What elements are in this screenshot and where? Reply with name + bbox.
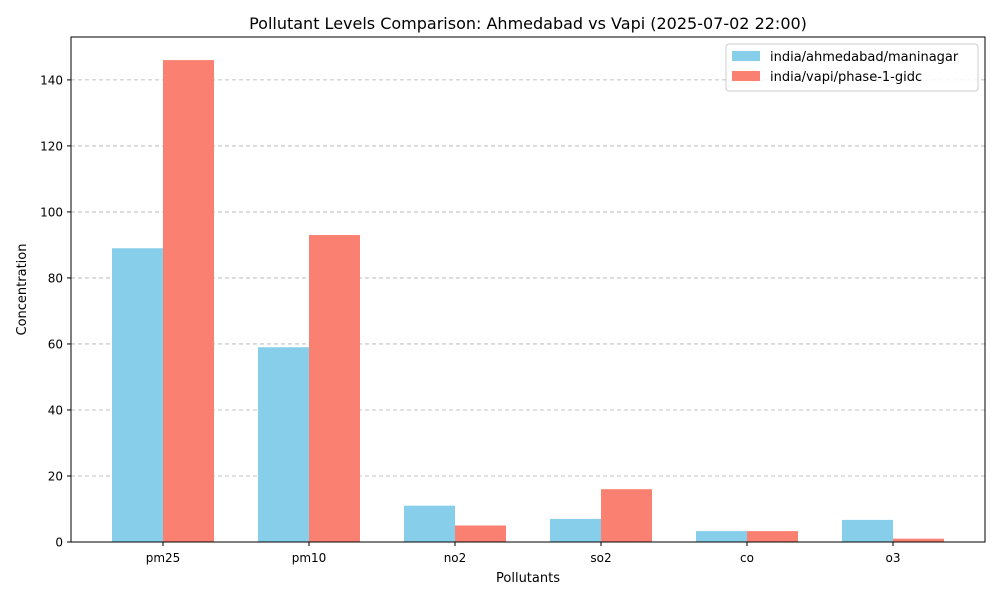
plot-frame [70,36,986,543]
bars [112,60,944,543]
chart-title: Pollutant Levels Comparison: Ahmedabad v… [249,14,807,33]
y-tick-label: 140 [40,73,63,87]
legend-swatch [732,71,760,81]
grid-lines [71,79,985,477]
bar-ahmedabad-pm10 [258,347,309,542]
y-tick-label: 80 [48,271,63,285]
bar-ahmedabad-o3 [842,519,893,542]
bar-vapi-pm10 [309,235,360,542]
y-tick-label: 40 [48,403,63,417]
bar-ahmedabad-so2 [550,518,601,542]
legend-label: india/ahmedabad/maninagar [770,50,959,65]
y-axis-label: Concentration [15,244,30,336]
y-axis-ticks: 0 20 40 60 80 100 120 140 [40,73,71,550]
x-axis-label: Pollutants [496,571,560,586]
bar-ahmedabad-pm25 [112,248,163,543]
bar-vapi-no2 [455,525,506,542]
legend-label: india/vapi/phase-1-gidc [770,70,922,85]
legend-swatch [732,51,760,61]
x-tick-label: o3 [886,551,901,565]
y-tick-label: 0 [55,536,63,550]
x-tick-label: pm25 [146,551,181,565]
bar-vapi-o3 [893,538,944,542]
x-tick-label: pm10 [292,551,327,565]
bar-vapi-co [747,531,798,542]
x-tick-label: co [740,551,754,565]
x-tick-label: no2 [444,551,467,565]
legend: india/ahmedabad/maninagar india/vapi/phas… [725,43,979,92]
y-tick-label: 120 [40,139,63,153]
x-axis-ticks: pm25 pm10 no2 so2 co o3 [146,542,901,565]
bar-ahmedabad-no2 [404,505,455,542]
y-tick-label: 100 [40,205,63,219]
bar-ahmedabad-co [696,531,747,542]
y-tick-label: 20 [48,469,63,483]
bar-vapi-so2 [601,489,652,542]
bar-vapi-pm25 [163,60,214,542]
y-tick-label: 60 [48,337,63,351]
x-tick-label: so2 [590,551,611,565]
legend-box [725,43,979,92]
